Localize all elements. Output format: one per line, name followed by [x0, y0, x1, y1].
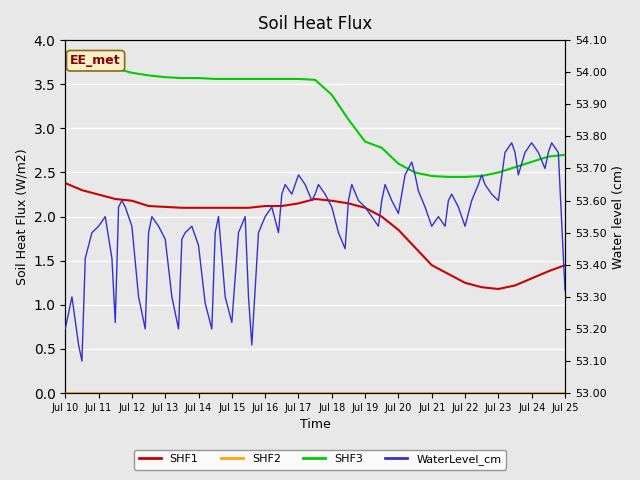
- X-axis label: Time: Time: [300, 419, 330, 432]
- Y-axis label: Water level (cm): Water level (cm): [612, 165, 625, 268]
- Y-axis label: Soil Heat Flux (W/m2): Soil Heat Flux (W/m2): [15, 148, 28, 285]
- Title: Soil Heat Flux: Soil Heat Flux: [258, 15, 372, 33]
- Text: EE_met: EE_met: [70, 54, 121, 67]
- Legend: SHF1, SHF2, SHF3, WaterLevel_cm: SHF1, SHF2, SHF3, WaterLevel_cm: [134, 450, 506, 469]
